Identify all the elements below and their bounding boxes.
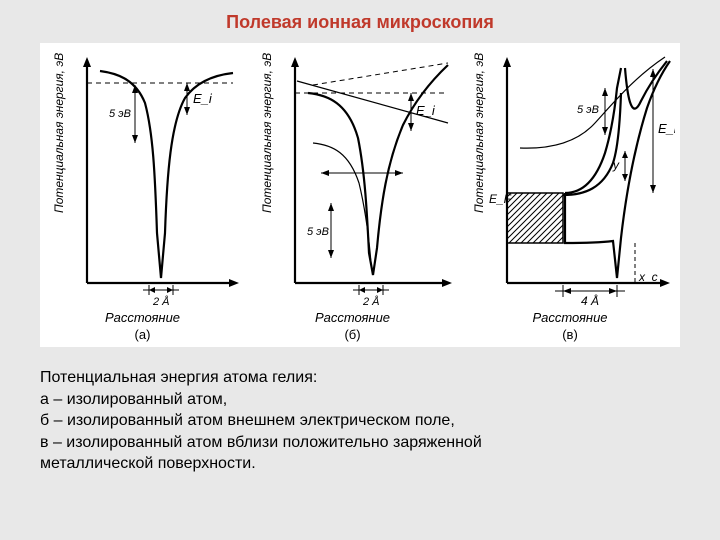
panel-b-ylabel: Потенциальная энергия, эВ (260, 53, 274, 213)
panel-c-ef: E_F (489, 192, 512, 206)
panel-a-xlabel: Расстояние (45, 310, 240, 325)
panel-a-eannot: 5 эВ (109, 108, 131, 120)
caption-l1: Потенциальная энергия атома гелия: (40, 367, 680, 389)
panel-c-xc: x_c (638, 270, 658, 284)
panels-row: 2 Å E_i 5 эВ Потенциальная энергия, эВ Р… (45, 53, 675, 342)
panel-b-ei: E_i (416, 103, 436, 118)
panel-a-ylabel: Потенциальная энергия, эВ (52, 53, 66, 213)
panel-a-svg: 2 Å E_i 5 эВ Потенциальная энергия, эВ (45, 53, 240, 308)
panel-b: 2 Å E_i 5 эВ Потенциальная энергия, эВ Р… (253, 53, 453, 342)
panel-c-label: (в) (465, 327, 675, 342)
panel-c-eannot: 5 эВ (577, 104, 599, 116)
panel-b-xlabel: Расстояние (253, 310, 453, 325)
panel-b-xannot: 2 Å (362, 295, 380, 308)
panel-c-ylabel: Потенциальная энергия, эВ (472, 53, 486, 213)
panel-c-ei: E_i (658, 121, 675, 136)
caption-l4: в – изолированный атом вблизи положитель… (40, 432, 680, 454)
panel-b-label: (б) (253, 327, 453, 342)
panel-a-ei: E_i (193, 91, 213, 106)
panel-b-eannot: 5 эВ (307, 226, 329, 238)
slide-title: Полевая ионная микроскопия (0, 0, 720, 33)
figure-area: 2 Å E_i 5 эВ Потенциальная энергия, эВ Р… (40, 43, 680, 347)
caption-l3: б – изолированный атом внешнем электриче… (40, 410, 680, 432)
caption: Потенциальная энергия атома гелия: а – и… (40, 367, 680, 475)
caption-l5: металлической поверхности. (40, 453, 680, 475)
panel-c-y: y (612, 158, 620, 172)
panel-c-xlabel: Расстояние (465, 310, 675, 325)
panel-c-xannot: 4 Å (581, 293, 599, 308)
panel-b-svg: 2 Å E_i 5 эВ Потенциальная энергия, эВ (253, 53, 453, 308)
caption-l2: а – изолированный атом, (40, 389, 680, 411)
panel-a-label: (а) (45, 327, 240, 342)
panel-a: 2 Å E_i 5 эВ Потенциальная энергия, эВ Р… (45, 53, 240, 342)
panel-c: E_F x_c 4 Å 5 эВ E_i y Потенциальная эне… (465, 53, 675, 342)
panel-a-xannot: 2 Å (152, 295, 170, 308)
panel-c-svg: E_F x_c 4 Å 5 эВ E_i y Потенциальная эне… (465, 53, 675, 308)
